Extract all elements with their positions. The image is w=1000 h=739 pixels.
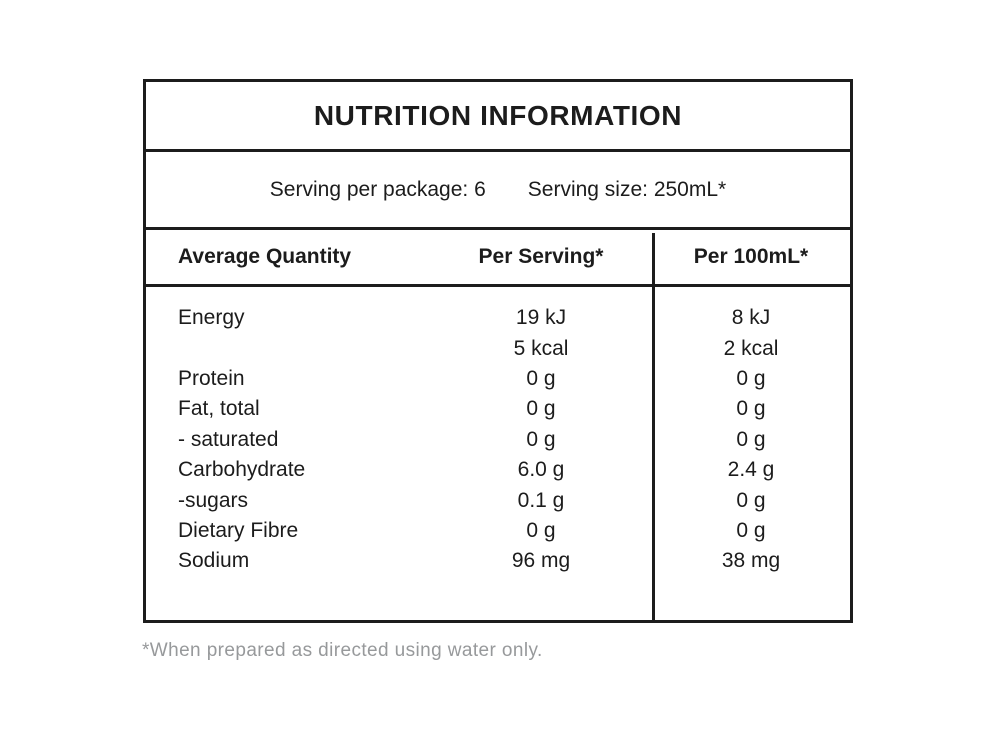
- table-body: Energy 19 kJ 8 kJ 5 kcal 2 kcal Protein …: [146, 287, 850, 577]
- table-row-carbohydrate: Carbohydrate 6.0 g 2.4 g: [146, 455, 850, 485]
- table-row-sugars: -sugars 0.1 g 0 g: [146, 485, 850, 515]
- serving-per-package-text: Serving per package: 6: [269, 177, 486, 201]
- row-per-100ml-value: 38 mg: [721, 549, 781, 573]
- row-per-serving-value: 19 kJ: [515, 306, 567, 330]
- row-per-serving-value: 0 g: [526, 366, 556, 390]
- row-per-serving-value: 96 mg: [511, 549, 571, 573]
- row-label: Carbohydrate: [178, 458, 306, 482]
- serving-info-row: Serving per package: 6 Serving size: 250…: [146, 152, 850, 230]
- column-header-per-serving: Per Serving*: [478, 245, 604, 268]
- table-header-row: Average Quantity Per Serving* Per 100mL*: [146, 230, 850, 287]
- row-per-100ml-value: 0 g: [736, 427, 766, 451]
- row-label: Protein: [178, 366, 245, 390]
- serving-size-text: Serving size: 250mL*: [527, 177, 727, 201]
- row-per-100ml-value: 0 g: [736, 488, 766, 512]
- row-per-serving-value: 6.0 g: [517, 458, 565, 482]
- row-per-100ml-value: 0 g: [736, 397, 766, 421]
- table-row-energy-kcal: 5 kcal 2 kcal: [146, 333, 850, 363]
- column-divider-line: [652, 233, 655, 620]
- row-per-serving-value: 0 g: [526, 427, 556, 451]
- table-row-sodium: Sodium 96 mg 38 mg: [146, 546, 850, 576]
- table-row-saturated-fat: - saturated 0 g 0 g: [146, 425, 850, 455]
- row-per-100ml-value: 2.4 g: [727, 458, 775, 482]
- row-label: -sugars: [178, 488, 249, 512]
- row-per-serving-value: 5 kcal: [513, 336, 569, 360]
- row-per-100ml-value: 2 kcal: [723, 336, 779, 360]
- row-per-100ml-value: 0 g: [736, 366, 766, 390]
- row-label: Energy: [178, 306, 245, 330]
- column-header-per-100ml: Per 100mL*: [693, 245, 809, 268]
- row-per-serving-value: 0 g: [526, 518, 556, 542]
- row-per-serving-value: 0 g: [526, 397, 556, 421]
- table-row-energy: Energy 19 kJ 8 kJ: [146, 303, 850, 333]
- table-row-protein: Protein 0 g 0 g: [146, 364, 850, 394]
- row-label: Fat, total: [178, 397, 260, 421]
- row-label: Sodium: [178, 549, 250, 573]
- column-header-average-quantity: Average Quantity: [178, 245, 352, 268]
- row-per-100ml-value: 0 g: [736, 518, 766, 542]
- footnote-text: *When prepared as directed using water o…: [142, 640, 543, 661]
- table-row-fat-total: Fat, total 0 g 0 g: [146, 394, 850, 424]
- row-label: - saturated: [178, 427, 279, 451]
- row-per-serving-value: 0.1 g: [517, 488, 565, 512]
- nutrition-panel: NUTRITION INFORMATION Serving per packag…: [143, 79, 853, 623]
- row-label: Dietary Fibre: [178, 518, 299, 542]
- nutrition-title: NUTRITION INFORMATION: [146, 82, 850, 152]
- table-row-dietary-fibre: Dietary Fibre 0 g 0 g: [146, 516, 850, 546]
- row-per-100ml-value: 8 kJ: [731, 306, 771, 330]
